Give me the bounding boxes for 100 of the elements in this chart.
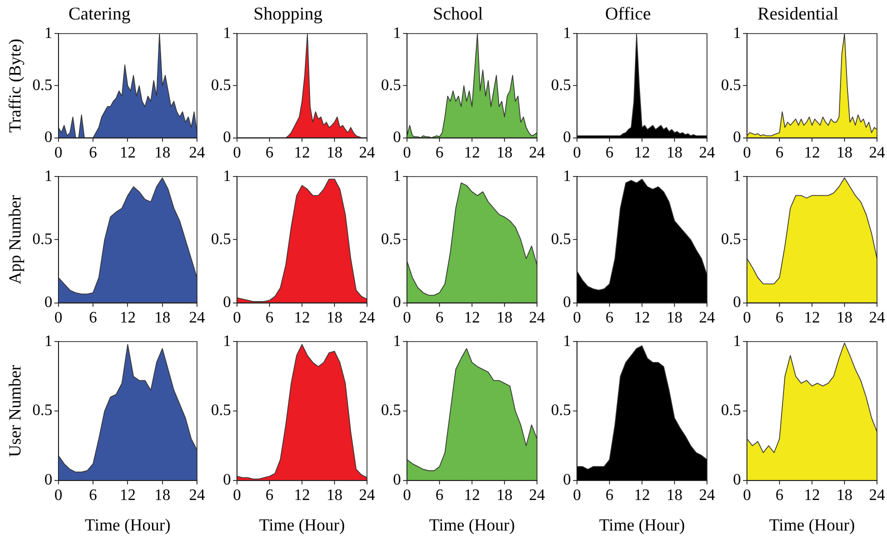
x-tick-label: 18 <box>326 487 342 504</box>
x-tick-label: 12 <box>120 144 136 162</box>
chart-title: Catering <box>68 4 130 24</box>
y-tick-label: 0.5 <box>721 402 741 420</box>
y-axis-title: User Number <box>6 364 25 458</box>
y-tick-label: 0 <box>563 294 571 312</box>
x-tick-label: 6 <box>266 487 274 504</box>
x-tick-label: 12 <box>804 487 820 504</box>
x-tick-label: 6 <box>89 487 98 504</box>
y-tick-label: 0.5 <box>551 230 571 248</box>
x-tick-label: 6 <box>776 144 784 162</box>
y-tick-label: 0.5 <box>381 402 401 420</box>
x-tick-label: 12 <box>464 487 480 504</box>
x-tick-label: 24 <box>869 487 885 504</box>
y-tick-label: 0.5 <box>32 402 52 420</box>
y-tick-label: 1 <box>733 24 741 42</box>
x-tick-label: 12 <box>294 310 310 327</box>
y-tick-label: 0 <box>563 472 571 489</box>
x-tick-label: 18 <box>326 310 342 327</box>
x-tick-label: 24 <box>869 310 885 327</box>
y-tick-label: 1 <box>223 24 231 42</box>
y-tick-label: 1 <box>733 332 741 350</box>
x-tick-label: 6 <box>606 310 614 327</box>
y-tick-label: 1 <box>563 24 571 42</box>
x-tick-label: 12 <box>120 310 136 327</box>
y-tick-label: 0.5 <box>32 230 52 248</box>
y-tick-label: 1 <box>393 332 401 350</box>
x-tick-label: 18 <box>666 144 682 162</box>
y-tick-label: 0.5 <box>211 402 231 420</box>
x-tick-label: 24 <box>529 487 545 504</box>
x-tick-label: 6 <box>436 487 444 504</box>
x-tick-label: 18 <box>496 310 512 327</box>
x-axis-title: Time (Hour) <box>769 515 855 534</box>
y-tick-label: 1 <box>393 24 401 42</box>
x-tick-label: 6 <box>89 310 98 327</box>
y-tick-label: 1 <box>563 332 571 350</box>
chart-title: School <box>432 4 484 24</box>
y-axis-title: Traffic (Byte) <box>6 38 25 133</box>
x-tick-label: 24 <box>189 144 205 162</box>
x-tick-label: 18 <box>666 310 682 327</box>
y-tick-label: 0 <box>223 129 231 146</box>
y-tick-label: 1 <box>393 168 401 185</box>
x-tick-label: 12 <box>634 310 650 327</box>
chart-title: Office <box>605 4 651 24</box>
y-tick-label: 1 <box>44 24 52 42</box>
x-tick-label: 6 <box>266 144 274 162</box>
y-tick-label: 0 <box>393 472 401 489</box>
x-tick-label: 18 <box>154 144 170 162</box>
y-tick-label: 0 <box>393 294 401 312</box>
y-tick-label: 0 <box>223 294 231 312</box>
x-axis-title: Time (Hour) <box>259 515 345 534</box>
y-tick-label: 0.5 <box>721 230 741 248</box>
x-tick-label: 6 <box>606 487 614 504</box>
x-tick-label: 18 <box>496 487 512 504</box>
y-tick-label: 1 <box>223 332 231 350</box>
y-tick-label: 0.5 <box>381 76 401 94</box>
y-tick-label: 0 <box>733 294 741 312</box>
x-tick-label: 12 <box>464 310 480 327</box>
x-tick-label: 18 <box>154 310 170 327</box>
x-tick-label: 18 <box>326 144 342 162</box>
x-axis-title: Time (Hour) <box>429 515 515 534</box>
y-tick-label: 1 <box>563 168 571 185</box>
x-tick-label: 24 <box>699 310 715 327</box>
x-tick-label: 6 <box>436 144 444 162</box>
x-tick-label: 24 <box>359 310 375 327</box>
x-tick-label: 6 <box>89 144 98 162</box>
x-tick-label: 18 <box>836 144 852 162</box>
x-tick-label: 12 <box>804 310 820 327</box>
x-tick-label: 18 <box>154 487 170 504</box>
y-tick-label: 0 <box>563 129 571 146</box>
x-tick-label: 18 <box>496 144 512 162</box>
x-tick-label: 6 <box>776 487 784 504</box>
y-tick-label: 0.5 <box>551 76 571 94</box>
y-tick-label: 0.5 <box>211 76 231 94</box>
y-tick-label: 1 <box>44 168 52 185</box>
x-tick-label: 12 <box>120 487 136 504</box>
x-tick-label: 24 <box>869 144 885 162</box>
y-tick-label: 0 <box>733 129 741 146</box>
y-tick-label: 0 <box>44 129 52 146</box>
x-tick-label: 18 <box>666 487 682 504</box>
x-tick-label: 18 <box>836 310 852 327</box>
y-tick-label: 0.5 <box>211 230 231 248</box>
x-tick-label: 24 <box>359 487 375 504</box>
x-tick-label: 12 <box>804 144 820 162</box>
x-tick-label: 24 <box>699 487 715 504</box>
x-tick-label: 12 <box>634 144 650 162</box>
x-axis-title: Time (Hour) <box>84 515 171 534</box>
x-tick-label: 24 <box>189 310 205 327</box>
x-tick-label: 24 <box>359 144 375 162</box>
x-tick-label: 12 <box>464 144 480 162</box>
x-tick-label: 12 <box>294 144 310 162</box>
y-tick-label: 0 <box>44 294 52 312</box>
y-tick-label: 0 <box>44 472 52 489</box>
y-tick-label: 1 <box>223 168 231 185</box>
x-tick-label: 6 <box>266 310 274 327</box>
x-axis-title: Time (Hour) <box>599 515 685 534</box>
x-tick-label: 12 <box>294 487 310 504</box>
y-tick-label: 0 <box>393 129 401 146</box>
y-tick-label: 0.5 <box>721 76 741 94</box>
y-tick-label: 0.5 <box>381 230 401 248</box>
